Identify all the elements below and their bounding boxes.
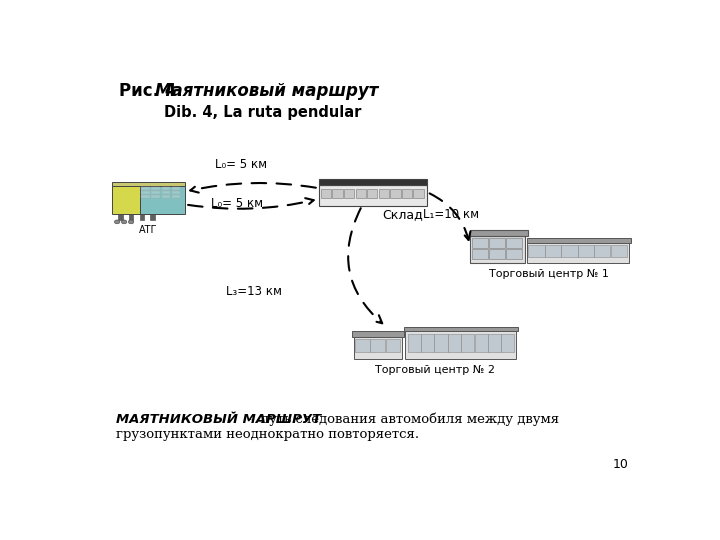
Bar (151, 191, 160, 194)
Bar (434, 334, 448, 352)
Ellipse shape (114, 220, 120, 224)
Bar (171, 191, 180, 194)
Ellipse shape (122, 220, 127, 224)
Bar (404, 327, 518, 331)
Bar (405, 331, 516, 359)
Bar (545, 245, 561, 257)
Text: Торговый центр № 2: Торговый центр № 2 (375, 365, 495, 375)
Bar (390, 189, 400, 198)
Ellipse shape (128, 220, 134, 224)
Bar (501, 334, 514, 352)
Bar (141, 191, 150, 194)
Text: L₁=10 км: L₁=10 км (423, 208, 480, 221)
Bar (140, 186, 185, 214)
Bar (129, 214, 133, 220)
Bar (489, 238, 505, 248)
Bar (141, 195, 150, 198)
Bar (352, 332, 404, 337)
Text: L₃=13 км: L₃=13 км (225, 286, 282, 299)
Bar (151, 195, 160, 198)
Bar (151, 187, 160, 190)
Text: Рис. 4.: Рис. 4. (120, 82, 194, 100)
Text: 10: 10 (613, 458, 629, 471)
Bar (370, 339, 385, 353)
Bar (506, 238, 522, 248)
Bar (472, 249, 488, 259)
Bar (171, 195, 180, 198)
Bar (488, 334, 501, 352)
Bar (161, 187, 170, 190)
Bar (118, 214, 122, 220)
Bar (594, 245, 611, 257)
Bar (171, 187, 180, 190)
Bar (527, 243, 629, 262)
Bar (413, 189, 423, 198)
Bar (356, 189, 366, 198)
Bar (344, 189, 354, 198)
Bar (421, 334, 434, 352)
Bar (462, 334, 474, 352)
Bar (469, 231, 528, 236)
Bar (333, 189, 343, 198)
Text: грузопунктами неоднократно повторяется.: грузопунктами неоднократно повторяется. (116, 428, 419, 441)
Text: Склад: Склад (382, 208, 423, 221)
Bar (112, 186, 140, 214)
Bar (506, 249, 522, 259)
Bar (472, 238, 488, 248)
Bar (141, 187, 150, 190)
Text: МАЯТНИКОВЫЙ МАРШРУТ: МАЯТНИКОВЫЙ МАРШРУТ (116, 413, 320, 426)
Bar (527, 239, 631, 243)
Text: L₀= 5 км: L₀= 5 км (215, 158, 267, 171)
Bar (319, 185, 427, 206)
Text: Dib. 4, La ruta pendular: Dib. 4, La ruta pendular (163, 105, 361, 120)
Bar (385, 339, 400, 353)
Bar (319, 179, 427, 185)
Bar (474, 334, 487, 352)
Bar (528, 245, 544, 257)
Bar (489, 249, 505, 259)
Bar (161, 195, 170, 198)
Bar (469, 236, 526, 262)
Text: L₀= 5 км: L₀= 5 км (211, 197, 264, 210)
Text: Торговый центр № 1: Торговый центр № 1 (490, 269, 609, 279)
Text: -  путь следования автомобиля между двумя: - путь следования автомобиля между двумя (243, 413, 559, 427)
Bar (367, 189, 377, 198)
Bar (402, 189, 412, 198)
Bar (321, 189, 331, 198)
Bar (408, 334, 420, 352)
Text: Маятниковый маршрут: Маятниковый маршрут (155, 82, 379, 100)
Text: АТГ: АТГ (139, 225, 158, 235)
Bar (150, 214, 155, 220)
Bar (354, 337, 402, 359)
Bar (562, 245, 577, 257)
Bar (112, 182, 185, 186)
Bar (355, 339, 370, 353)
Bar (379, 189, 389, 198)
Bar (577, 245, 594, 257)
Bar (161, 191, 170, 194)
Bar (140, 214, 144, 220)
Bar (611, 245, 627, 257)
Bar (448, 334, 461, 352)
